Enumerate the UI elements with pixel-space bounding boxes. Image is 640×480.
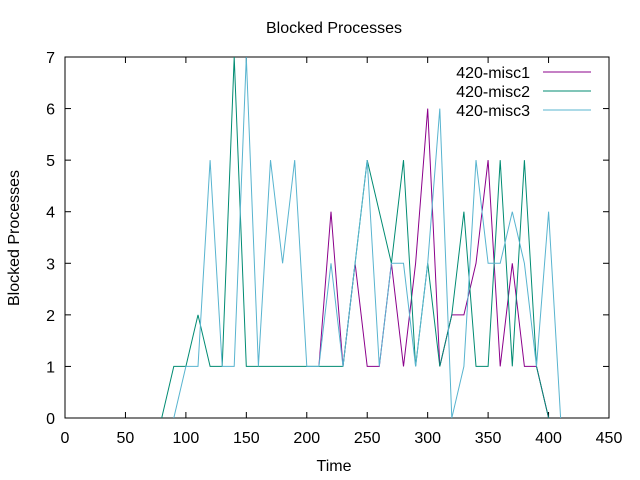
x-tick-label: 300 — [414, 430, 441, 447]
y-axis-label: Blocked Processes — [6, 170, 23, 306]
x-tick-label: 250 — [354, 430, 381, 447]
y-tick-label: 3 — [46, 256, 55, 273]
x-tick-label: 200 — [293, 430, 320, 447]
series-layer — [161, 56, 562, 419]
series-line-420-misc1 — [318, 108, 550, 419]
x-tick-label: 150 — [233, 430, 260, 447]
x-axis-label: Time — [317, 458, 352, 475]
plot-frame — [64, 56, 610, 419]
x-tick-label: 350 — [475, 430, 502, 447]
x-tick-label: 400 — [535, 430, 562, 447]
x-tick-label: 0 — [61, 430, 70, 447]
legend-label: 420-misc3 — [456, 103, 530, 120]
chart-title: Blocked Processes — [266, 20, 402, 37]
y-axis-ticks: 0 1 2 3 4 5 6 7 — [46, 50, 609, 428]
x-axis-ticks: 0 50 100 150 200 250 300 350 400 450 — [61, 57, 623, 447]
y-tick-label: 2 — [46, 308, 55, 325]
legend-label: 420-misc1 — [456, 65, 530, 82]
y-tick-label: 4 — [46, 205, 55, 222]
x-tick-label: 100 — [173, 430, 200, 447]
x-tick-label: 450 — [596, 430, 623, 447]
y-tick-label: 6 — [46, 102, 55, 119]
x-tick-label: 50 — [117, 430, 135, 447]
y-tick-label: 0 — [46, 411, 55, 428]
legend: 420-misc1 420-misc2 420-misc3 — [456, 65, 591, 120]
y-tick-label: 5 — [46, 153, 55, 170]
y-tick-label: 7 — [46, 50, 55, 67]
legend-label: 420-misc2 — [456, 84, 530, 101]
series-line-420-misc3 — [173, 56, 562, 419]
y-tick-label: 1 — [46, 359, 55, 376]
